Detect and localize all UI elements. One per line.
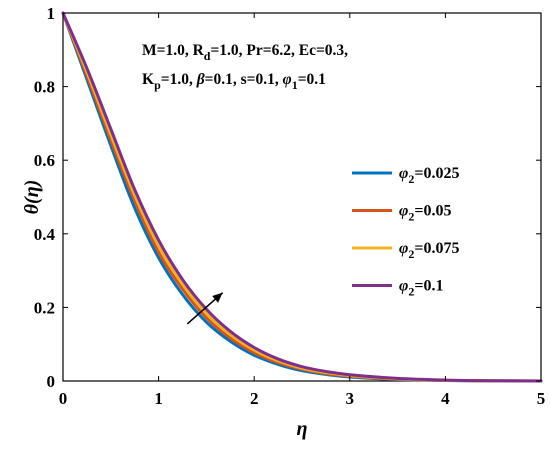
legend-label-3: φ2=0.075 [399,240,459,261]
y-tick-label: 0.6 [34,151,55,170]
x-tick-label: 3 [346,389,355,408]
legend-label-4: φ2=0.1 [399,278,443,299]
trend-arrow-head [212,292,223,303]
x-tick-label: 1 [154,389,163,408]
annotations: M=1.0, Rd=1.0, Pr=6.2, Ec=0.3, Kp=1.0, β=… [142,42,348,325]
series-lines [61,11,543,383]
axes: 0 1 2 3 4 5 0 0.2 0.4 0.6 0.8 1 η θ(η) [21,4,545,440]
y-tick-label: 0 [47,372,56,391]
series-line-4 [61,11,543,383]
parameter-annotation-line-1: M=1.0, Rd=1.0, Pr=6.2, Ec=0.3, [142,42,348,63]
x-tick-label: 5 [537,389,546,408]
legend-label-1: φ2=0.025 [399,165,459,186]
x-axis-label: η [297,418,308,440]
legend-label-2: φ2=0.05 [399,203,451,224]
x-tick-label: 2 [250,389,259,408]
plot-frame [62,12,542,382]
y-tick-label: 0.2 [34,298,55,317]
x-tick-label: 0 [59,389,68,408]
y-tick-label: 1 [47,4,56,23]
plot-area [62,12,542,382]
x-tick-label: 4 [441,389,450,408]
y-tick-label: 0.4 [34,225,56,244]
parameter-annotation-line-2: Kp=1.0, β=0.1, s=0.1, φ1=0.1 [142,71,326,92]
y-tick-label: 0.8 [34,78,55,97]
y-axis-label: θ(η) [21,180,43,215]
legend: φ2=0.025 φ2=0.05 φ2=0.075 φ2=0.1 [352,165,459,299]
